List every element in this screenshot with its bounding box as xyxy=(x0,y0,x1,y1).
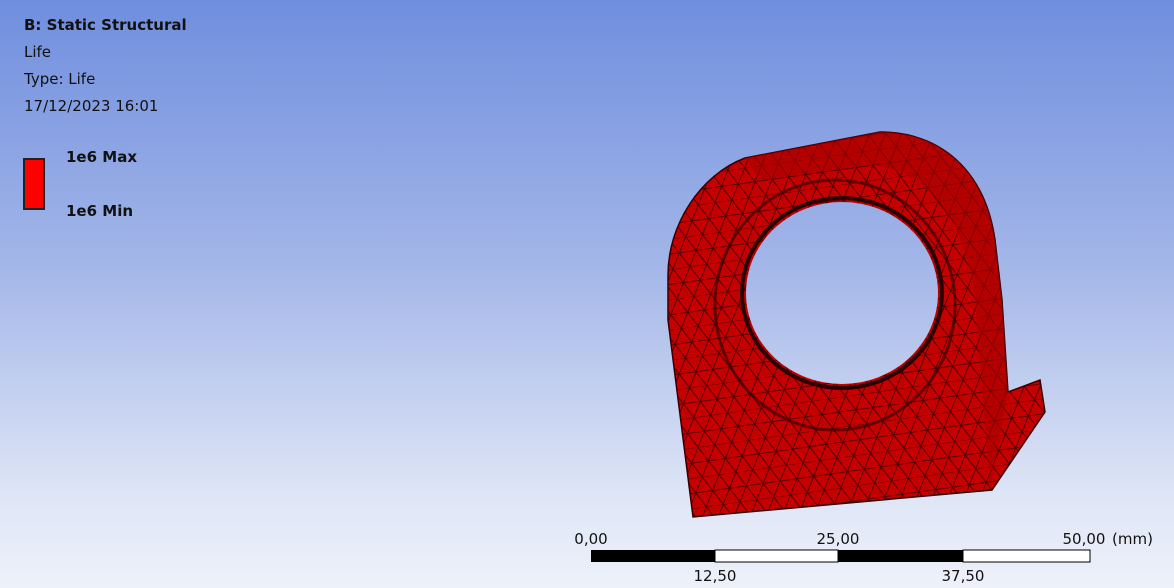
model-view: 0,00 25,00 50,00 (mm) 12,50 37,50 xyxy=(0,0,1174,588)
scale-label: 0,00 xyxy=(574,530,607,548)
scale-label: 12,50 xyxy=(694,567,737,585)
scale-label: 37,50 xyxy=(942,567,985,585)
scale-label: 50,00 xyxy=(1063,530,1106,548)
scale-label: 25,00 xyxy=(817,530,860,548)
scale-bar: 0,00 25,00 50,00 (mm) 12,50 37,50 xyxy=(574,530,1153,585)
viewport: B: Static Structural Life Type: Life 17/… xyxy=(0,0,1174,588)
scale-unit: (mm) xyxy=(1112,530,1153,548)
part-mesh xyxy=(668,132,1045,517)
